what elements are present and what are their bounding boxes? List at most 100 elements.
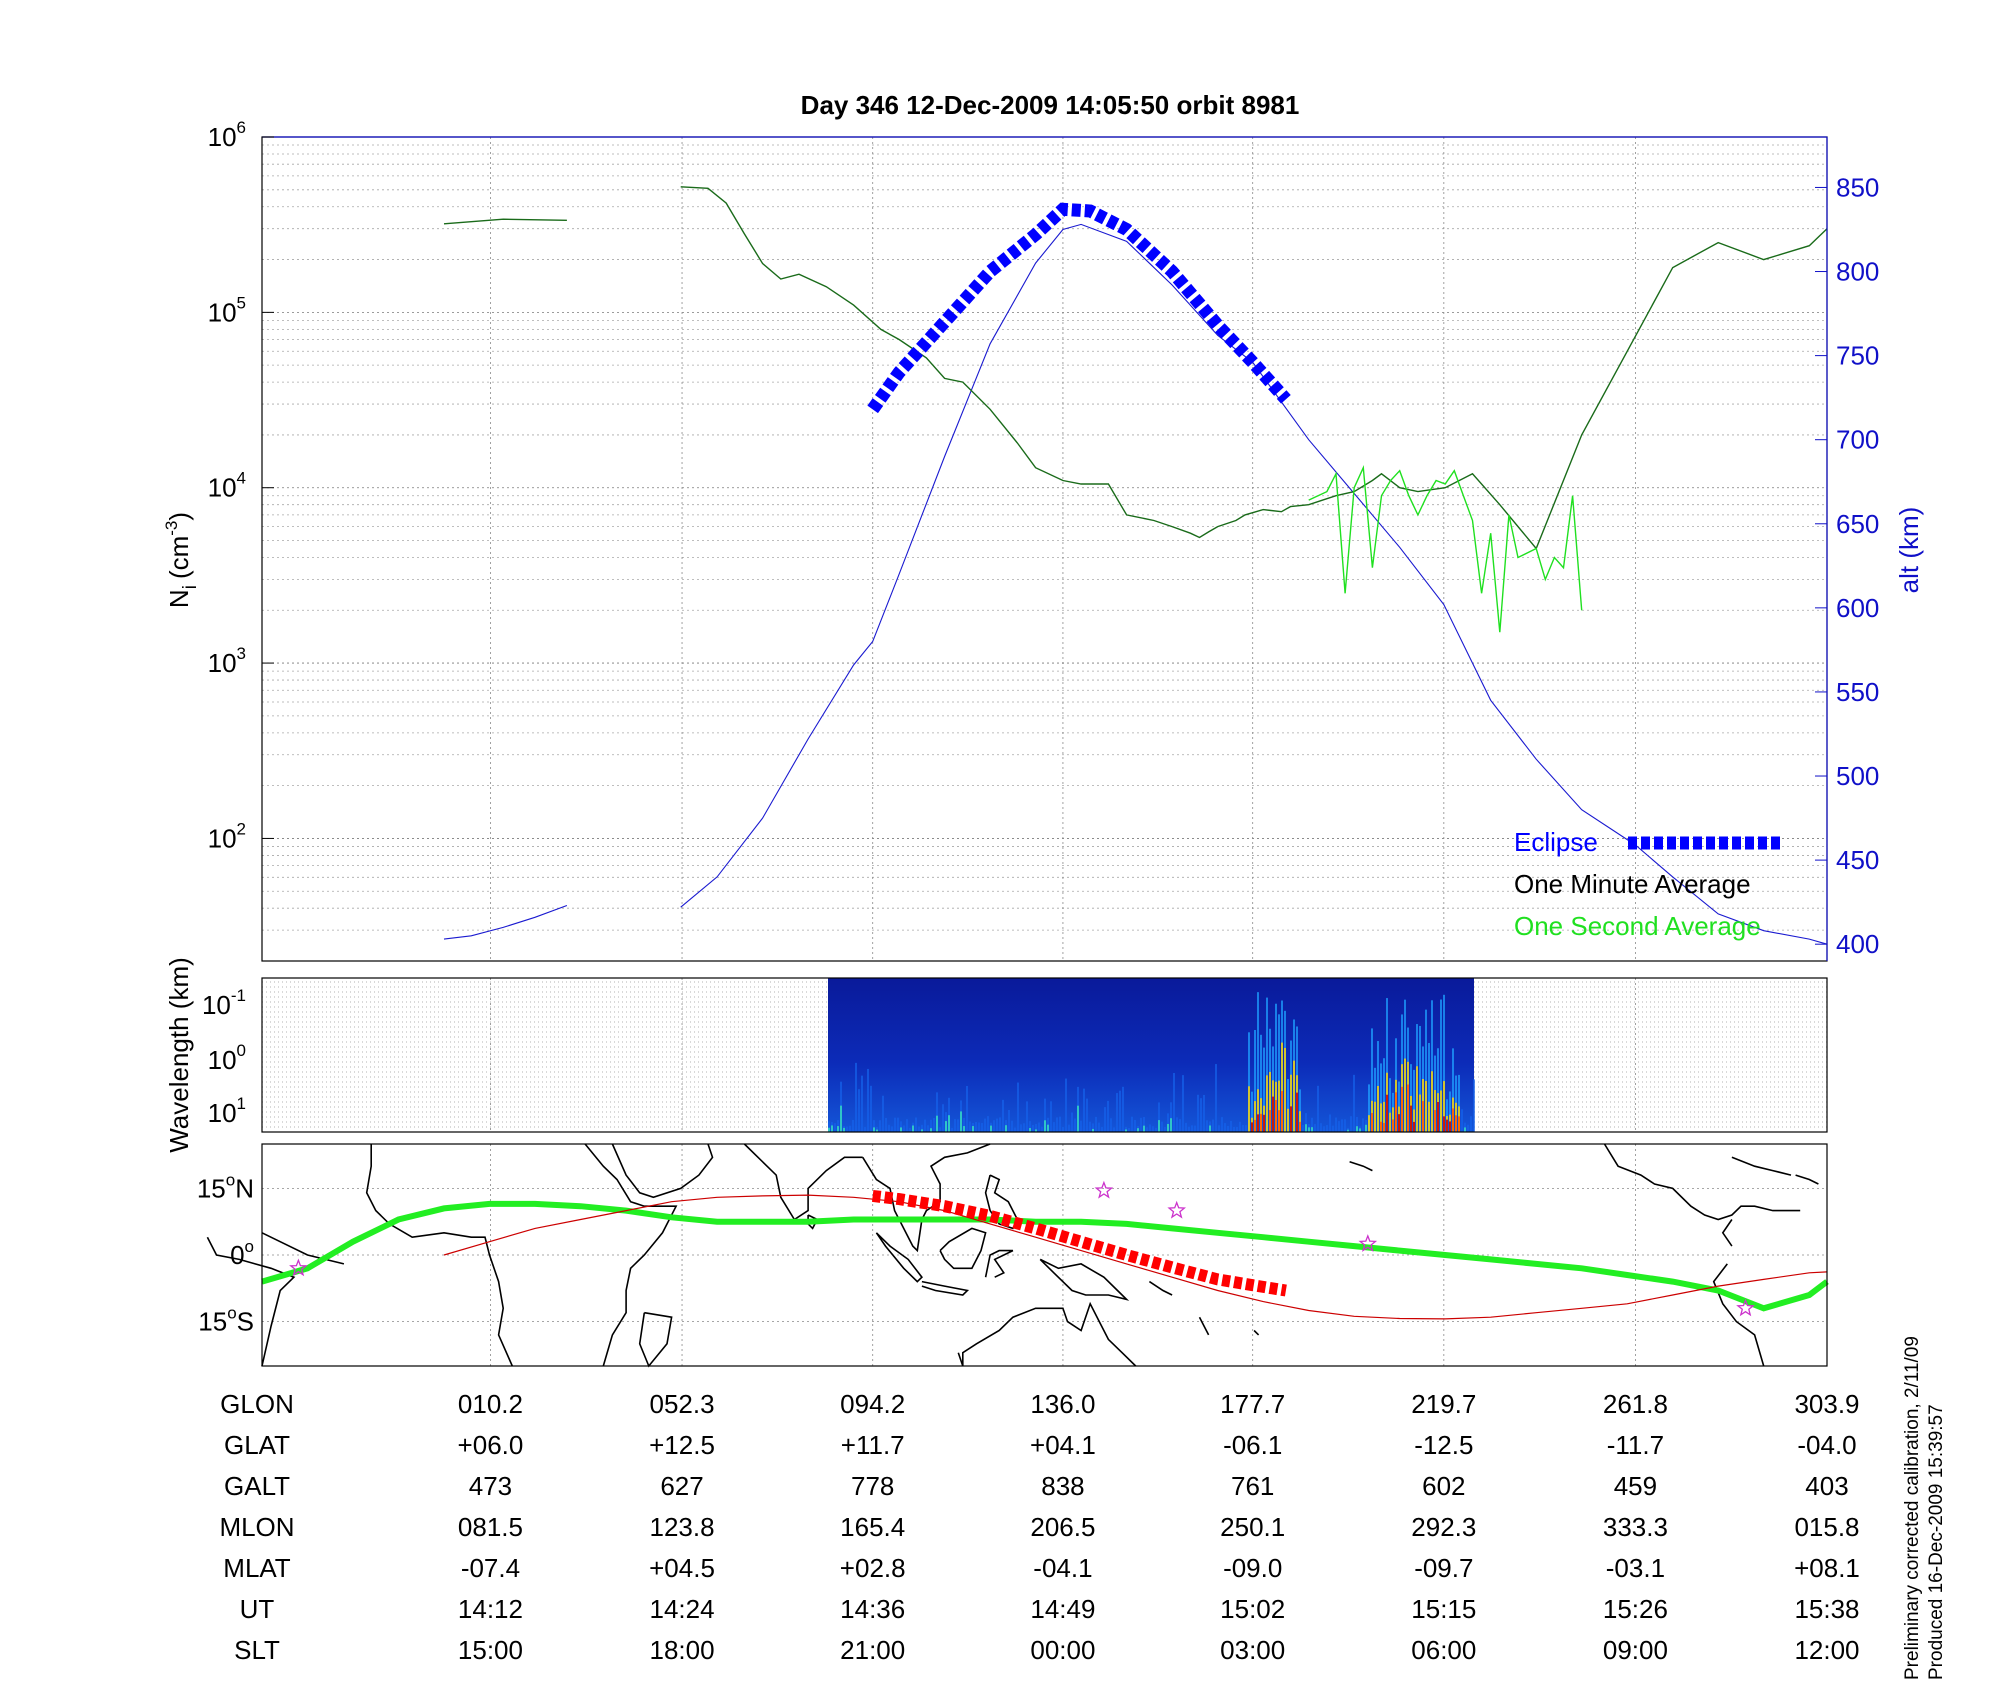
spectrogram-stripe <box>1173 1072 1175 1132</box>
table-cell: +12.5 <box>649 1430 715 1460</box>
spectrogram-stripe <box>1278 1014 1280 1132</box>
spectrogram-stripe <box>990 1125 992 1132</box>
spectrogram-stripe <box>1068 1124 1070 1132</box>
spectrogram-stripe <box>1311 1127 1313 1132</box>
table-cell: 094.2 <box>840 1389 905 1419</box>
table-cell: 303.9 <box>1794 1389 1859 1419</box>
spectrogram-stripe <box>1308 1127 1310 1132</box>
spectrogram-stripe <box>1227 1125 1229 1132</box>
table-cell: 838 <box>1041 1471 1084 1501</box>
spectrogram-stripe <box>1299 1089 1301 1132</box>
coastline <box>1253 1329 1260 1336</box>
coastline <box>875 1232 923 1283</box>
spectrogram-stripe <box>1356 1116 1358 1132</box>
spectrogram-stripe <box>1098 1122 1100 1132</box>
spectrogram-stripe <box>1203 1094 1205 1132</box>
spectrogram-stripe <box>1422 1101 1424 1132</box>
spectrogram-stripe <box>1380 1103 1382 1132</box>
spectrogram-stripe <box>1332 1125 1334 1132</box>
table-row-label: GLON <box>220 1389 294 1419</box>
altitude-tick-label: 400 <box>1836 929 1879 959</box>
spectrogram-stripe <box>1443 1081 1445 1132</box>
table-cell: -07.4 <box>461 1553 520 1583</box>
spectrogram-stripe <box>1101 1126 1103 1132</box>
spectrogram-stripe <box>1008 1109 1010 1132</box>
altitude-tick-label: 750 <box>1836 341 1879 371</box>
spectrogram-stripe <box>1335 1117 1337 1132</box>
table-cell: -04.1 <box>1033 1553 1092 1583</box>
spectrogram-stripe <box>1425 1080 1427 1132</box>
spectrogram-stripe <box>1401 1086 1403 1132</box>
spectrogram-stripe <box>1053 1122 1055 1132</box>
density-y-ticks: 102 103 104 105 106 <box>208 118 274 853</box>
table-row-label: GALT <box>224 1471 290 1501</box>
table-cell: 00:00 <box>1030 1635 1095 1665</box>
spectrogram-stripe <box>1314 1124 1316 1132</box>
spectrogram-stripe <box>1146 1127 1148 1132</box>
spectrogram-stripe <box>1242 1125 1244 1132</box>
spectrogram-stripe <box>1464 1122 1466 1132</box>
density-tick-label: 106 <box>208 118 246 152</box>
spectrogram-stripe <box>1419 1094 1421 1132</box>
spectrogram-stripe <box>1065 1078 1067 1132</box>
spectrogram-stripe <box>1317 1085 1319 1132</box>
spectrogram-stripe <box>1302 1124 1304 1132</box>
table-cell: 015.8 <box>1794 1512 1859 1542</box>
spectrogram-stripe <box>1263 1114 1265 1132</box>
map-tick-label: 0o <box>230 1237 254 1270</box>
spectrogram-stripe <box>840 1105 842 1132</box>
table-cell: 123.8 <box>649 1512 714 1542</box>
table-cell: +11.7 <box>841 1430 905 1460</box>
figure-title: Day 346 12-Dec-2009 14:05:50 orbit 8981 <box>801 90 1300 120</box>
spectrogram-stripe <box>1155 1127 1157 1132</box>
spectrogram-stripe <box>1254 1101 1256 1132</box>
side-note-produced: Produced 16-Dec-2009 15:39:57 <box>1926 1404 1947 1680</box>
spectrogram-stripe <box>858 1089 860 1132</box>
spectrogram-stripe <box>1164 1126 1166 1132</box>
spectrogram-stripe <box>921 1129 923 1132</box>
spectrogram-stripe <box>906 1119 908 1132</box>
spectrogram-stripe <box>834 1123 836 1132</box>
coastline <box>957 1301 1137 1367</box>
spectrogram-stripe <box>876 1126 878 1132</box>
spectrogram-stripe <box>1437 1048 1439 1132</box>
spectrogram-stripe <box>894 1117 896 1132</box>
spectrogram-stripe <box>1473 1079 1475 1132</box>
spectrogram-stripe <box>1287 1108 1289 1132</box>
map-y-ticks: 15oN 0o 15oS <box>197 1170 254 1336</box>
spectrogram-stripe <box>1107 1100 1109 1132</box>
spectrogram-stripe <box>1440 999 1442 1132</box>
spectrogram-stripe <box>1383 1122 1385 1132</box>
spectrogram-stripe <box>1041 1126 1043 1132</box>
density-tick-label: 105 <box>208 293 246 327</box>
table-cell: 15:00 <box>458 1635 523 1665</box>
table-row-label: GLAT <box>224 1430 290 1460</box>
spectrogram-stripe <box>1338 1121 1340 1132</box>
spectrogram-stripe <box>879 1120 881 1132</box>
coastline <box>1198 1316 1210 1336</box>
spectrogram-stripe <box>1194 1125 1196 1132</box>
spectrogram-stripe <box>1389 1078 1391 1132</box>
spectrogram-stripe <box>948 1115 950 1132</box>
coastline <box>584 1143 678 1367</box>
spectrogram-stripe <box>1311 1117 1313 1132</box>
table-cell: 14:36 <box>840 1594 905 1624</box>
spectrogram-stripe <box>912 1125 914 1132</box>
spectrogram-stripe <box>1128 1127 1130 1132</box>
table-cell: 03:00 <box>1220 1635 1285 1665</box>
spectrogram-stripe <box>852 1119 854 1132</box>
one-second-line <box>1308 465 1583 633</box>
density-tick-label: 104 <box>208 469 246 503</box>
spectrogram-stripe <box>1299 1111 1301 1132</box>
spectrogram-stripe <box>1260 1034 1262 1132</box>
spectrogram-stripe <box>1023 1123 1025 1132</box>
altitude-tick-label: 700 <box>1836 425 1879 455</box>
altitude-tick-label: 600 <box>1836 593 1879 623</box>
spectrogram-stripe <box>1170 1102 1172 1132</box>
spectrogram-stripe <box>1011 1120 1013 1132</box>
spectrogram-stripe <box>1257 1089 1259 1132</box>
spectrogram-stripe <box>960 1111 962 1132</box>
spectrogram-stripe <box>1398 1114 1400 1132</box>
eclipse-track-line <box>871 1189 1287 1297</box>
coastline <box>1795 1174 1819 1185</box>
